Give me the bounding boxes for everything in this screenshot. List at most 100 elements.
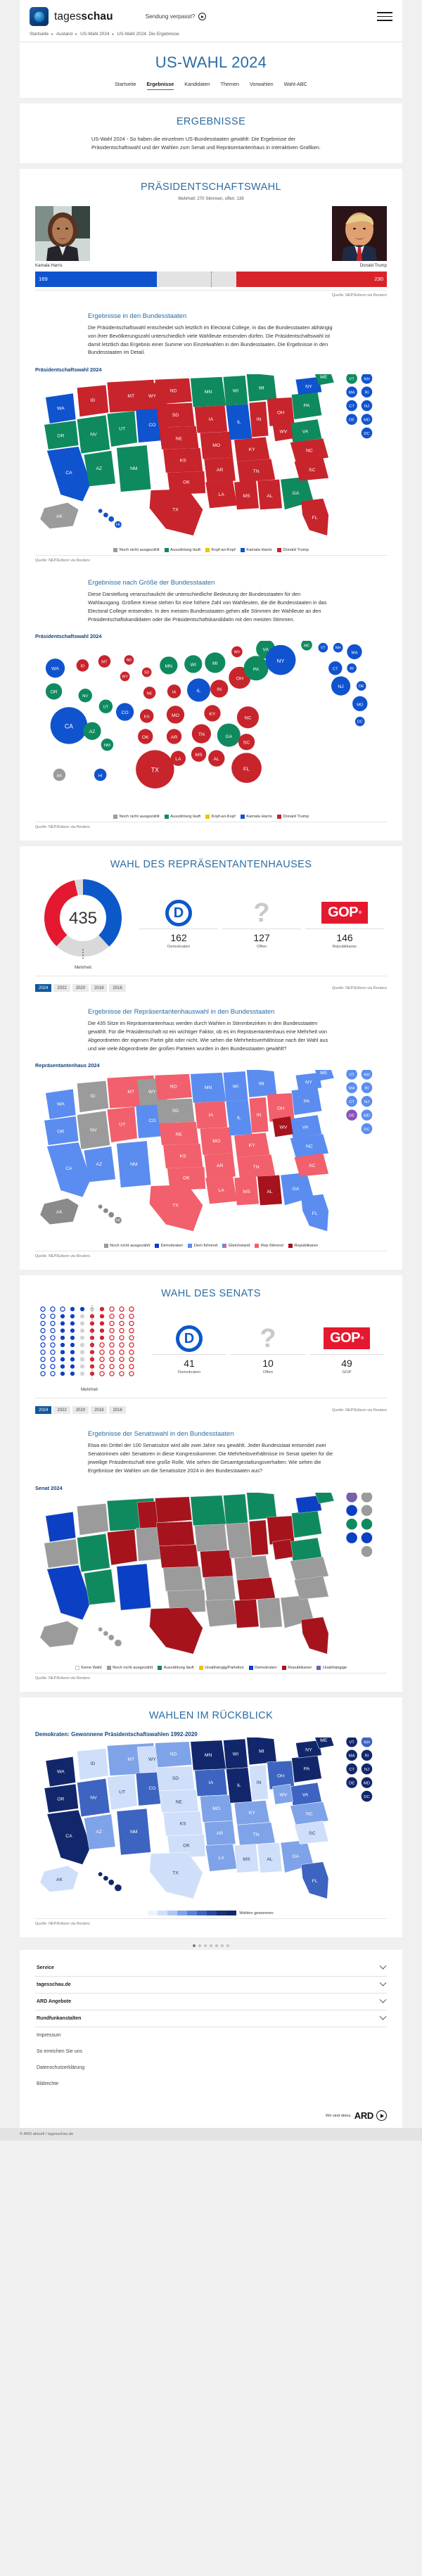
carousel-dot-6[interactable] — [221, 1944, 224, 1948]
svg-text:WA: WA — [57, 1102, 65, 1107]
svg-text:OR: OR — [50, 690, 57, 695]
senate-year-2016[interactable]: 2016 — [109, 1406, 126, 1415]
svg-text:CO: CO — [148, 423, 155, 428]
footer-accordion-tagesschau[interactable]: tagesschau.de — [35, 1977, 387, 1994]
legend-swatch — [113, 815, 118, 820]
svg-text:NV: NV — [90, 1796, 97, 1801]
footer-link-impressum[interactable]: Impressum — [37, 2033, 61, 2039]
footer-accordion-service[interactable]: Service — [35, 1960, 387, 1977]
legend-swatch — [240, 815, 245, 820]
senate-map-legend-wrap: Keine Wahl Noch nicht ausgezählt Auszähl… — [20, 1666, 402, 1681]
svg-text:VT: VT — [349, 1741, 354, 1745]
senate-year-2022[interactable]: 2022 — [53, 1406, 70, 1415]
gop-logo-icon: GOP ® — [305, 898, 384, 929]
svg-text:MA: MA — [349, 1754, 355, 1759]
senate-year-2020[interactable]: 2020 — [72, 1406, 89, 1415]
legend-swatch — [240, 548, 245, 553]
carousel-dot-3[interactable] — [204, 1944, 207, 1948]
house-total-seats: 435 — [69, 909, 97, 928]
chevron-right-icon: ▸ — [75, 32, 78, 37]
svg-text:RI: RI — [350, 667, 353, 671]
brand-suffix: schau — [81, 10, 113, 23]
svg-text:MO: MO — [212, 443, 220, 448]
svg-text:VA: VA — [302, 430, 309, 435]
question-mark-icon: ? — [260, 1323, 276, 1353]
house-year-2016[interactable]: 2016 — [109, 984, 126, 993]
svg-text:AK: AK — [56, 1877, 63, 1882]
section-tabs: Startseite Ergebnisse Kandidaten Themen … — [20, 81, 402, 90]
tab-kandidaten[interactable]: Kandidaten — [184, 81, 210, 87]
house-year-2024[interactable]: 2024 — [35, 984, 52, 993]
footer-link-datenschutz[interactable]: Datenschutzerklärung — [37, 2065, 85, 2071]
carousel-dot-2[interactable] — [198, 1944, 201, 1948]
svg-text:VA: VA — [302, 1126, 309, 1130]
footer-link-kontakt[interactable]: So erreichen Sie uns — [37, 2049, 82, 2055]
breadcrumb-item-0[interactable]: Startseite — [30, 32, 49, 37]
retrospect-state-map[interactable]: WA OR CA NV AZ UT ID MT CO WY NM ND SD N… — [20, 1737, 402, 1908]
sendung-verpasst-link[interactable]: Sendung verpasst? — [146, 13, 207, 20]
carousel-dot-4[interactable] — [210, 1944, 212, 1948]
scale-step-2 — [167, 1911, 178, 1916]
svg-text:AL: AL — [267, 1857, 273, 1862]
tab-ergebnisse[interactable]: Ergebnisse — [146, 81, 174, 90]
breadcrumb-item-1[interactable]: Ausland — [56, 32, 73, 37]
svg-text:DE: DE — [349, 1782, 354, 1786]
svg-text:IA: IA — [209, 417, 214, 422]
house-year-2022[interactable]: 2022 — [53, 984, 70, 993]
svg-text:HI: HI — [116, 1219, 120, 1223]
carousel-dot-7[interactable] — [226, 1944, 229, 1948]
house-year-2018[interactable]: 2018 — [91, 984, 108, 993]
svg-text:CT: CT — [349, 1101, 354, 1105]
brand-wordmark[interactable]: tagesschau — [54, 11, 113, 23]
svg-text:AR: AR — [171, 735, 178, 740]
svg-text:ME: ME — [304, 644, 309, 649]
svg-text:VT: VT — [349, 377, 354, 381]
legend-label: Kopf-an-Kopf — [211, 815, 236, 820]
carousel-dots[interactable] — [0, 1937, 422, 1951]
hamburger-icon[interactable] — [377, 12, 392, 21]
president-state-map[interactable]: WA OR CA NV AZ UT ID MT CO WY NM ND SD N… — [20, 374, 402, 545]
senate-state-map[interactable] — [20, 1492, 402, 1664]
tab-themen[interactable]: Themen — [220, 81, 239, 87]
tagesschau-logo-icon[interactable] — [30, 7, 49, 26]
footer-link-bildrechte[interactable]: Bildrechte — [37, 2081, 59, 2087]
carousel-dot-5[interactable] — [215, 1944, 218, 1948]
legend-label: Republikaner — [288, 1666, 312, 1671]
scale-step-6 — [207, 1911, 217, 1916]
senate-year-2018[interactable]: 2018 — [91, 1406, 108, 1415]
footer-accordion-ard-angebote[interactable]: ARD Angebote — [35, 1994, 387, 2011]
legend-label: Dem führend — [193, 1244, 218, 1249]
chevron-right-icon: ▸ — [112, 32, 115, 37]
carousel-dot-1[interactable] — [193, 1944, 196, 1948]
play-icon[interactable] — [198, 13, 207, 20]
house-stats: D 162 Demokraten ? 127 Offen GOP ® 146 Re… — [139, 898, 384, 949]
breadcrumb-item-2[interactable]: US-Wahl 2024 — [80, 32, 110, 37]
svg-text:NJ: NJ — [364, 404, 369, 409]
house-year-2020[interactable]: 2020 — [72, 984, 89, 993]
svg-text:IA: IA — [209, 1113, 214, 1118]
svg-text:MN: MN — [205, 1086, 212, 1091]
legend-label: Noch nicht ausgezählt — [110, 1244, 151, 1249]
svg-text:MN: MN — [205, 1754, 212, 1759]
house-state-map[interactable]: WA OR CA NV AZ UT ID MT CO WY NM ND SD N… — [20, 1070, 402, 1241]
legend-swatch — [248, 1666, 253, 1671]
svg-text:OH: OH — [277, 1774, 284, 1779]
source-note: Quelle: NEP/Edison via Reuters — [35, 822, 387, 829]
footer-accordion-rundfunkanstalten[interactable]: Rundfunkanstalten — [35, 2010, 387, 2028]
svg-text:IA: IA — [209, 1780, 214, 1785]
president-bubble-map[interactable]: WA OR CA NV AZ NM UT ID MT WY CO ND SD N… — [20, 641, 402, 812]
tab-startseite[interactable]: Startseite — [115, 81, 136, 87]
president-bubble-legend-wrap: Noch nicht ausgezählt Auszählung läuft K… — [20, 815, 402, 829]
tab-wahl-abc[interactable]: Wahl-ABC — [283, 81, 307, 87]
svg-text:SC: SC — [309, 1831, 316, 1836]
tab-vorwahlen[interactable]: Vorwahlen — [250, 81, 274, 87]
svg-text:NE: NE — [176, 1133, 183, 1137]
svg-text:MD: MD — [364, 1782, 370, 1786]
svg-text:OR: OR — [57, 434, 64, 439]
senate-year-2024[interactable]: 2024 — [35, 1406, 52, 1415]
svg-text:AK: AK — [56, 514, 63, 519]
svg-text:TX: TX — [172, 1871, 179, 1876]
svg-text:MD: MD — [357, 703, 363, 708]
svg-text:KS: KS — [180, 1822, 187, 1827]
svg-text:GA: GA — [293, 1187, 300, 1192]
